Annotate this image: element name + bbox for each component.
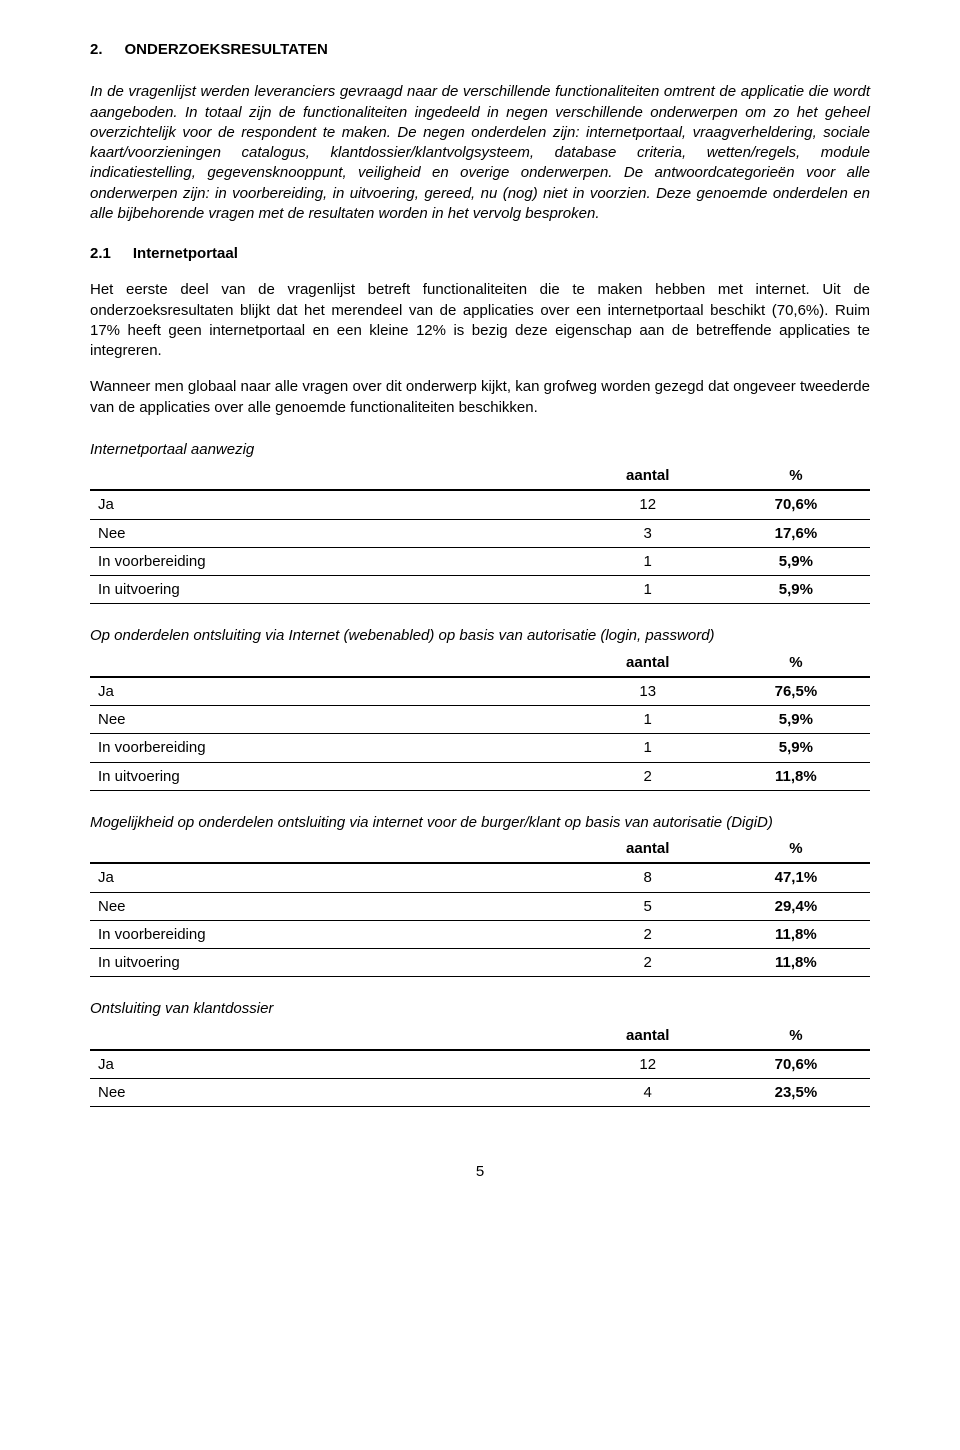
cell-pct: 5,9% [722, 576, 870, 604]
table-row: In uitvoering211,8% [90, 949, 870, 977]
section-number: 2. [90, 40, 103, 60]
cell-label: Ja [90, 677, 574, 706]
cell-label: Ja [90, 863, 574, 892]
col-header-label [90, 1022, 574, 1050]
cell-pct: 5,9% [722, 706, 870, 734]
table-title: Ontsluiting van klantdossier [90, 999, 870, 1019]
table-title: Op onderdelen ontsluiting via Internet (… [90, 626, 870, 646]
table-row: Nee423,5% [90, 1079, 870, 1107]
cell-pct: 23,5% [722, 1079, 870, 1107]
intro-paragraph: In de vragenlijst werden leveranciers ge… [90, 82, 870, 224]
cell-pct: 29,4% [722, 892, 870, 920]
data-table: aantal%Ja847,1%Nee529,4%In voorbereiding… [90, 835, 870, 977]
table-row: Ja1376,5% [90, 677, 870, 706]
cell-label: Ja [90, 1050, 574, 1079]
col-header-count: aantal [574, 649, 722, 677]
cell-label: Nee [90, 1079, 574, 1107]
col-header-label [90, 649, 574, 677]
cell-count: 2 [574, 762, 722, 790]
cell-label: In uitvoering [90, 576, 574, 604]
col-header-count: aantal [574, 835, 722, 863]
tables-container: Internetportaal aanwezigaantal%Ja1270,6%… [90, 440, 870, 1108]
cell-count: 1 [574, 547, 722, 575]
col-header-pct: % [722, 1022, 870, 1050]
cell-pct: 5,9% [722, 734, 870, 762]
table-row: Ja1270,6% [90, 490, 870, 519]
cell-pct: 17,6% [722, 519, 870, 547]
cell-label: Nee [90, 706, 574, 734]
table-row: In uitvoering15,9% [90, 576, 870, 604]
cell-label: In voorbereiding [90, 734, 574, 762]
cell-pct: 11,8% [722, 762, 870, 790]
subsection-title: Internetportaal [133, 245, 238, 262]
col-header-label [90, 835, 574, 863]
col-header-count: aantal [574, 462, 722, 490]
section-heading: 2. ONDERZOEKSRESULTATEN [90, 40, 870, 60]
cell-count: 12 [574, 1050, 722, 1079]
cell-pct: 11,8% [722, 949, 870, 977]
cell-count: 1 [574, 734, 722, 762]
col-header-count: aantal [574, 1022, 722, 1050]
data-table: aantal%Ja1270,6%Nee317,6%In voorbereidin… [90, 462, 870, 604]
table-row: Nee317,6% [90, 519, 870, 547]
cell-count: 4 [574, 1079, 722, 1107]
cell-pct: 47,1% [722, 863, 870, 892]
table-row: Nee529,4% [90, 892, 870, 920]
subsection-number: 2.1 [90, 244, 111, 264]
cell-label: In uitvoering [90, 762, 574, 790]
cell-pct: 70,6% [722, 490, 870, 519]
data-table: aantal%Ja1376,5%Nee15,9%In voorbereiding… [90, 649, 870, 791]
table-row: In uitvoering211,8% [90, 762, 870, 790]
cell-count: 8 [574, 863, 722, 892]
data-table: aantal%Ja1270,6%Nee423,5% [90, 1022, 870, 1108]
body-paragraph-1: Het eerste deel van de vragenlijst betre… [90, 280, 870, 361]
table-title: Internetportaal aanwezig [90, 440, 870, 460]
table-row: Nee15,9% [90, 706, 870, 734]
cell-count: 5 [574, 892, 722, 920]
page-number: 5 [90, 1162, 870, 1182]
cell-count: 2 [574, 949, 722, 977]
col-header-label [90, 462, 574, 490]
cell-label: In voorbereiding [90, 920, 574, 948]
col-header-pct: % [722, 835, 870, 863]
col-header-pct: % [722, 649, 870, 677]
col-header-pct: % [722, 462, 870, 490]
cell-pct: 76,5% [722, 677, 870, 706]
table-row: In voorbereiding15,9% [90, 734, 870, 762]
section-title: ONDERZOEKSRESULTATEN [125, 41, 328, 58]
cell-pct: 70,6% [722, 1050, 870, 1079]
table-row: In voorbereiding211,8% [90, 920, 870, 948]
subsection-heading: 2.1 Internetportaal [90, 244, 870, 264]
cell-count: 12 [574, 490, 722, 519]
cell-label: In uitvoering [90, 949, 574, 977]
cell-pct: 11,8% [722, 920, 870, 948]
body-paragraph-2: Wanneer men globaal naar alle vragen ove… [90, 377, 870, 418]
cell-label: Ja [90, 490, 574, 519]
table-row: Ja847,1% [90, 863, 870, 892]
cell-label: Nee [90, 519, 574, 547]
cell-count: 1 [574, 576, 722, 604]
cell-count: 2 [574, 920, 722, 948]
cell-count: 13 [574, 677, 722, 706]
cell-count: 1 [574, 706, 722, 734]
table-row: In voorbereiding15,9% [90, 547, 870, 575]
cell-count: 3 [574, 519, 722, 547]
cell-pct: 5,9% [722, 547, 870, 575]
cell-label: Nee [90, 892, 574, 920]
cell-label: In voorbereiding [90, 547, 574, 575]
table-title: Mogelijkheid op onderdelen ontsluiting v… [90, 813, 870, 833]
table-row: Ja1270,6% [90, 1050, 870, 1079]
